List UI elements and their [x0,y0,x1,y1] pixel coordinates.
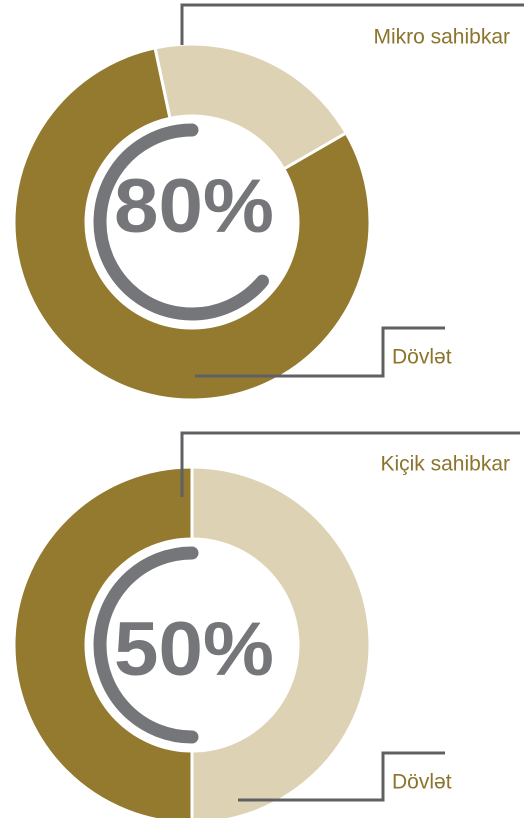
donut-segment [12,465,194,818]
gauge-arc [93,546,199,744]
donut-segment [153,42,349,172]
leader-line [238,751,445,802]
gauge-arc [93,123,269,321]
leader-line [180,3,524,45]
legend-label: Dövlət [392,771,452,794]
legend-label: Dövlət [392,346,452,369]
center-label: 50% [114,607,274,692]
charts: 80% Mikro sahibkar Dövlət 50% Kiçik sahibkar… [12,26,510,818]
leader-line [180,431,520,497]
legend-label: Kiçik sahibkar [380,453,510,476]
donut-segment [12,46,372,402]
legend-label: Mikro sahibkar [373,26,510,49]
center-label: 80% [114,164,274,249]
leader-line [195,326,445,378]
